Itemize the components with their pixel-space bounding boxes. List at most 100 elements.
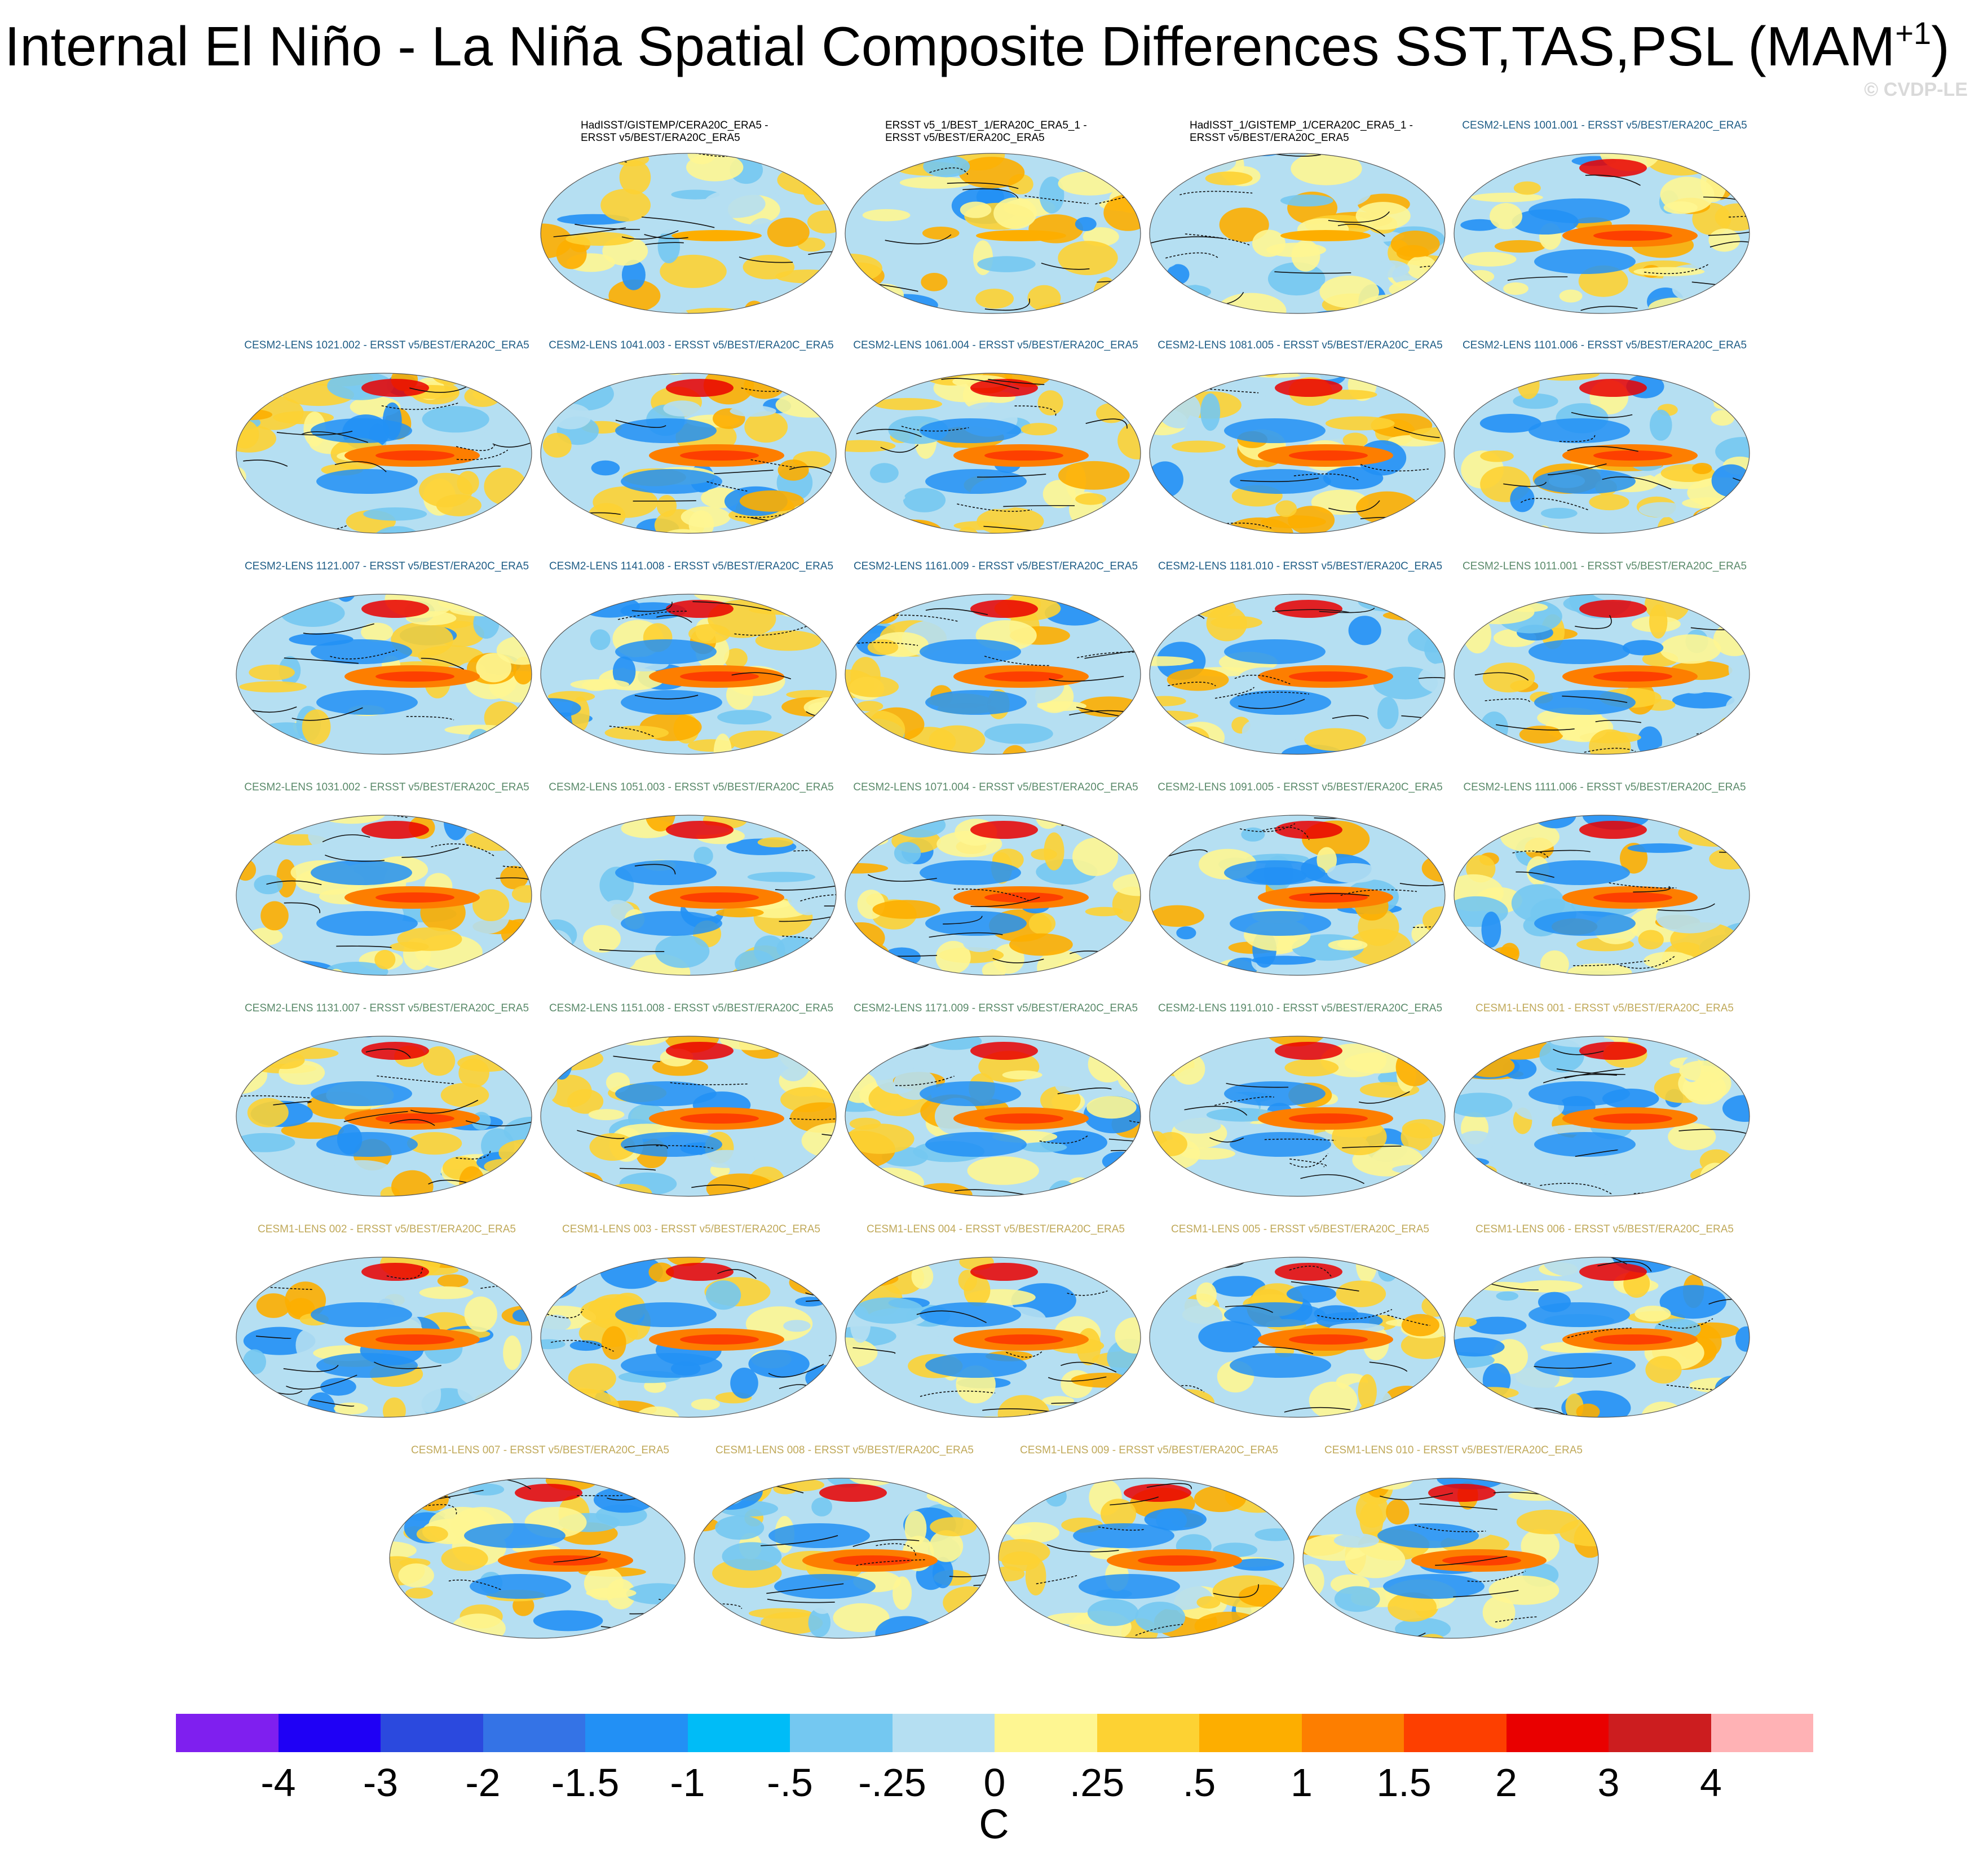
high-latitude-warm-patch (819, 1484, 887, 1502)
anomaly-patch (1549, 1165, 1617, 1177)
anomaly-patch (1317, 847, 1337, 873)
anomaly-patch (777, 459, 809, 481)
psl-contour (1024, 195, 1089, 204)
map-panel: CESM2-LENS 1041.003 - ERSST v5/BEST/ERA2… (539, 339, 843, 554)
psl-contour (450, 466, 501, 471)
anomaly-patch (745, 1257, 770, 1261)
psl-contour (706, 481, 748, 492)
anomaly-patch (489, 815, 529, 837)
anomaly-patch (1405, 1186, 1441, 1196)
panel-label-line: CESM1-LENS 006 - ERSST v5/BEST/ERA20C_ER… (1475, 1223, 1734, 1235)
psl-contour (1548, 463, 1607, 475)
anomaly-patch (1038, 528, 1076, 533)
psl-contour (1495, 1616, 1537, 1622)
psl-contour (1360, 463, 1429, 472)
psl-contour (814, 1187, 836, 1196)
anomaly-patch (1284, 1059, 1339, 1077)
anomaly-patch (1212, 1276, 1266, 1297)
anomaly-patch (294, 1257, 342, 1263)
anomaly-patch (1194, 1611, 1264, 1638)
enso-warm-core (984, 450, 1063, 461)
anomaly-patch (1555, 1617, 1596, 1638)
psl-contour (484, 605, 527, 612)
anomaly-patch (391, 1170, 434, 1196)
anomaly-patch (583, 925, 621, 953)
anomaly-patch (634, 224, 686, 234)
anomaly-patch (1681, 527, 1728, 533)
map-outline (540, 1257, 837, 1418)
cool-horseshoe-south (1230, 690, 1331, 715)
enso-warm-core (984, 1334, 1063, 1345)
high-latitude-warm-patch (970, 821, 1038, 839)
psl-contour (421, 657, 464, 670)
panel-label: CESM2-LENS 1031.002 - ERSST v5/BEST/ERA2… (235, 781, 539, 811)
anomaly-patch (1286, 1285, 1336, 1303)
panel-label: CESM2-LENS 1071.004 - ERSST v5/BEST/ERA2… (843, 781, 1148, 811)
psl-contour (1534, 1363, 1612, 1369)
anomaly-patch (1386, 978, 1412, 987)
psl-contour (1328, 500, 1380, 512)
anomaly-patch (791, 885, 825, 916)
psl-contour (1289, 1159, 1327, 1168)
anomaly-patch (612, 656, 636, 687)
psl-contour (577, 1495, 622, 1497)
psl-contour (284, 657, 359, 664)
psl-contour (645, 242, 684, 245)
psl-contour (949, 1569, 989, 1577)
anomaly-patch (458, 1058, 489, 1088)
panel-label-line: CESM2-LENS 1161.009 - ERSST v5/BEST/ERA2… (853, 560, 1138, 572)
anomaly-patch (958, 1270, 977, 1292)
psl-contour (1217, 1193, 1260, 1196)
psl-contour (1584, 748, 1636, 753)
high-latitude-warm-patch (1428, 1484, 1496, 1502)
psl-contour (407, 1249, 482, 1255)
psl-contour (1166, 849, 1208, 857)
psl-contour (1691, 748, 1726, 754)
cool-horseshoe-south (316, 469, 418, 494)
anomaly-patch (1050, 536, 1106, 545)
anomaly-patch (1469, 1316, 1527, 1334)
colorbar-tick-label: 4 (1700, 1761, 1722, 1805)
psl-contour (619, 1168, 656, 1171)
map-panel: CESM1-LENS 007 - ERSST v5/BEST/ERA20C_ER… (388, 1444, 692, 1659)
psl-contour (1216, 532, 1256, 533)
anomaly-patch (1267, 262, 1326, 296)
anomaly-patch (778, 1263, 836, 1279)
high-latitude-warm-patch (361, 379, 429, 397)
psl-contour (1516, 871, 1554, 878)
psl-contour (735, 508, 798, 518)
anomaly-patch (284, 693, 324, 708)
anomaly-patch (1693, 959, 1740, 975)
psl-contour (729, 1469, 808, 1475)
map-outline (540, 1036, 837, 1197)
anomaly-patch (814, 815, 836, 842)
enso-warm-tongue (976, 230, 1066, 241)
anomaly-patch (1345, 1542, 1406, 1579)
anomaly-patch (422, 406, 489, 433)
anomaly-patch (730, 405, 776, 417)
cool-horseshoe-north (1224, 1081, 1326, 1106)
anomaly-patch (1196, 1282, 1217, 1307)
psl-contour (1372, 313, 1406, 319)
psl-contour (553, 1553, 601, 1563)
anomaly-patch (1112, 886, 1141, 922)
map-field (845, 153, 1141, 313)
anomaly-patch (416, 1487, 449, 1511)
anomaly-patch (1419, 662, 1445, 695)
panel-label: CESM1-LENS 005 - ERSST v5/BEST/ERA20C_ER… (1148, 1223, 1452, 1253)
anomaly-patch (845, 1401, 866, 1417)
anomaly-patch (786, 689, 836, 700)
panel-label-line: CESM2-LENS 1081.005 - ERSST v5/BEST/ERA2… (1158, 339, 1443, 351)
anomaly-patch (1319, 275, 1379, 308)
high-latitude-warm-patch (1275, 1263, 1342, 1281)
panel-label-line: CESM1-LENS 005 - ERSST v5/BEST/ERA20C_ER… (1171, 1223, 1429, 1235)
anomaly-patch (911, 1264, 934, 1289)
anomaly-patch (722, 1542, 782, 1571)
anomaly-patch (696, 1478, 763, 1510)
cool-horseshoe-south (621, 469, 722, 494)
anomaly-patch (806, 974, 836, 975)
anomaly-patch (1109, 1257, 1137, 1277)
anomaly-patch (1200, 393, 1221, 431)
anomaly-patch (724, 1629, 782, 1638)
anomaly-patch (1382, 610, 1443, 621)
